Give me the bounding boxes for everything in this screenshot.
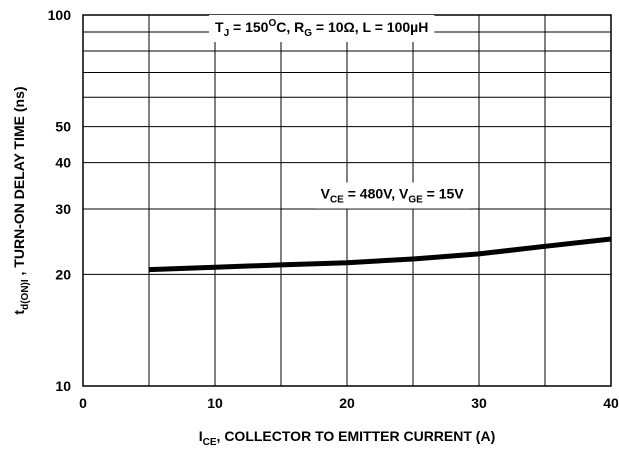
annotation-group: TJ​ = 150O​C, RG​ = 10Ω, L = 100µH bbox=[209, 14, 435, 42]
y-tick-label: 50 bbox=[55, 119, 71, 135]
delay-time-curve bbox=[148, 236, 612, 273]
y-tick-label: 30 bbox=[55, 201, 71, 217]
annotation-group: VCE​ = 480V, VGE​ = 15V bbox=[314, 182, 471, 209]
axis-labels: ICE​, COLLECTOR TO EMITTER CURRENT (A) td… bbox=[11, 86, 495, 448]
y-axis-label-group: td(ON)I​ , TURN-ON DELAY TIME (ns) bbox=[11, 86, 31, 314]
tick-labels: 0 10 20 30 40 10 20 30 40 50 100 bbox=[48, 7, 619, 411]
x-tick-label: 10 bbox=[207, 395, 223, 411]
x-tick-label: 40 bbox=[603, 395, 619, 411]
x-tick-label: 20 bbox=[339, 395, 355, 411]
annotation-background bbox=[209, 14, 435, 42]
annotation-background bbox=[314, 182, 471, 209]
series-layer bbox=[148, 236, 612, 273]
x-tick-label: 30 bbox=[471, 395, 487, 411]
grid-lines bbox=[82, 14, 612, 387]
x-axis-label: ICE​, COLLECTOR TO EMITTER CURRENT (A) bbox=[199, 428, 496, 448]
y-tick-label: 10 bbox=[55, 378, 71, 394]
x-tick-label: 0 bbox=[79, 395, 87, 411]
y-tick-label: 20 bbox=[55, 266, 71, 282]
annotation-text: TJ​ = 150O​C, RG​ = 10Ω, L = 100µH bbox=[215, 18, 428, 39]
y-axis-label: td(ON)I​ , TURN-ON DELAY TIME (ns) bbox=[11, 86, 31, 314]
annotations: TJ​ = 150O​C, RG​ = 10Ω, L = 100µH VCE​ =… bbox=[209, 14, 471, 209]
y-tick-label: 100 bbox=[48, 7, 72, 23]
y-tick-label: 40 bbox=[55, 155, 71, 171]
annotation-text: VCE​ = 480V, VGE​ = 15V bbox=[321, 186, 465, 206]
